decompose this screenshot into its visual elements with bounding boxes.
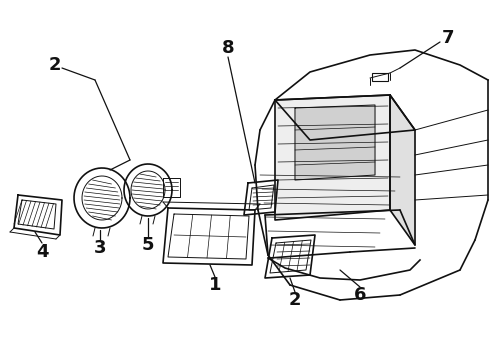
Bar [372,73,388,81]
Polygon shape [275,95,415,140]
Polygon shape [390,95,415,245]
Text: 8: 8 [221,39,234,57]
Text: 7: 7 [442,29,454,47]
Text: 4: 4 [36,243,48,261]
Text: 1: 1 [209,276,221,294]
Text: 3: 3 [94,239,106,257]
Text: 6: 6 [354,286,366,304]
Polygon shape [244,180,278,215]
Polygon shape [265,235,315,278]
Polygon shape [295,105,375,180]
Polygon shape [275,95,390,220]
Text: 5: 5 [142,236,154,254]
Text: 2: 2 [49,56,61,74]
Text: 2: 2 [289,291,301,309]
